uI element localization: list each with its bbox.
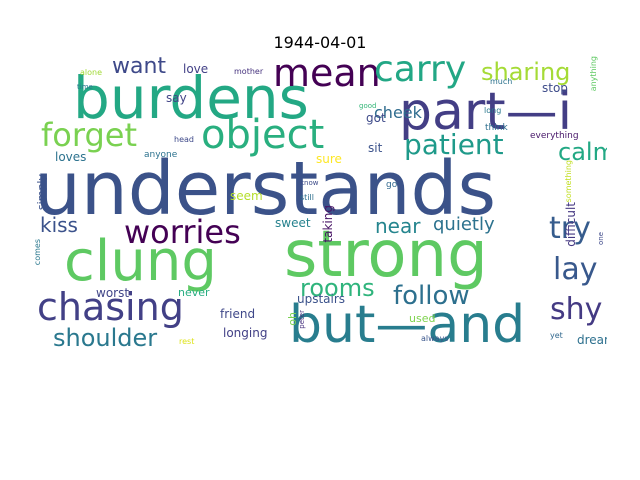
word: chasing [37, 285, 184, 329]
word: but—and [289, 295, 526, 355]
word: strong [284, 218, 488, 292]
word: comes [33, 239, 42, 266]
word: shoulder [53, 324, 158, 352]
word: everything [530, 131, 579, 141]
word: loves [55, 150, 87, 164]
word: say [166, 91, 187, 105]
word: worst [96, 286, 130, 300]
word: mean [273, 56, 381, 95]
word: good [359, 102, 377, 110]
word: dream [577, 333, 607, 347]
word: sure [316, 152, 342, 166]
word: follow [393, 281, 470, 311]
word: know [300, 179, 319, 187]
word: peter [298, 310, 306, 329]
word: near [375, 214, 421, 238]
word: quietly [433, 214, 495, 235]
word: worries [124, 213, 241, 251]
word: got [366, 111, 386, 125]
word: much [490, 77, 513, 86]
word: lay [553, 252, 598, 287]
word: anything [589, 56, 598, 92]
word: calm [558, 138, 607, 166]
word: taking [321, 205, 335, 243]
word: one [597, 232, 605, 246]
word: seem [230, 189, 263, 203]
word: head [174, 135, 194, 144]
word: sit [368, 141, 383, 155]
word: anyone [144, 150, 178, 160]
word: clung [64, 229, 217, 294]
word: understands [34, 146, 497, 232]
word: kiss [40, 213, 78, 237]
word: forget [41, 116, 137, 154]
chart-title: 1944-04-01 [273, 33, 367, 52]
word: sweet [275, 216, 311, 230]
word: think [485, 123, 508, 133]
word: longing [223, 326, 268, 340]
word: something [564, 160, 573, 203]
word: stop [542, 81, 568, 95]
word-cloud: understands strong clung burdens part—i … [33, 56, 607, 359]
word: try [549, 211, 591, 246]
word: used [409, 312, 436, 325]
word: never [178, 286, 210, 299]
word: always [421, 334, 449, 343]
word: go [386, 180, 398, 190]
word: sharing [481, 58, 571, 86]
word: still [300, 193, 314, 202]
word: alone [80, 68, 103, 77]
word: upstairs [297, 292, 346, 306]
word: time [77, 83, 93, 91]
word: want [112, 56, 167, 79]
word: oh [286, 312, 299, 326]
word: friend [220, 307, 256, 321]
word: object [201, 112, 325, 158]
word: burdens [73, 64, 309, 132]
word: shy [550, 292, 603, 327]
word: yet [550, 331, 563, 340]
word: part—i [399, 82, 573, 142]
word: mother [234, 67, 264, 76]
word: rooms [300, 274, 375, 302]
word: love [183, 62, 209, 76]
word: difficult [564, 202, 578, 247]
word: rest [179, 337, 195, 346]
word: cheek [374, 103, 422, 122]
word: patient [404, 128, 504, 161]
word: long [484, 106, 502, 115]
word: carry [374, 56, 467, 90]
word: simply [35, 174, 48, 211]
